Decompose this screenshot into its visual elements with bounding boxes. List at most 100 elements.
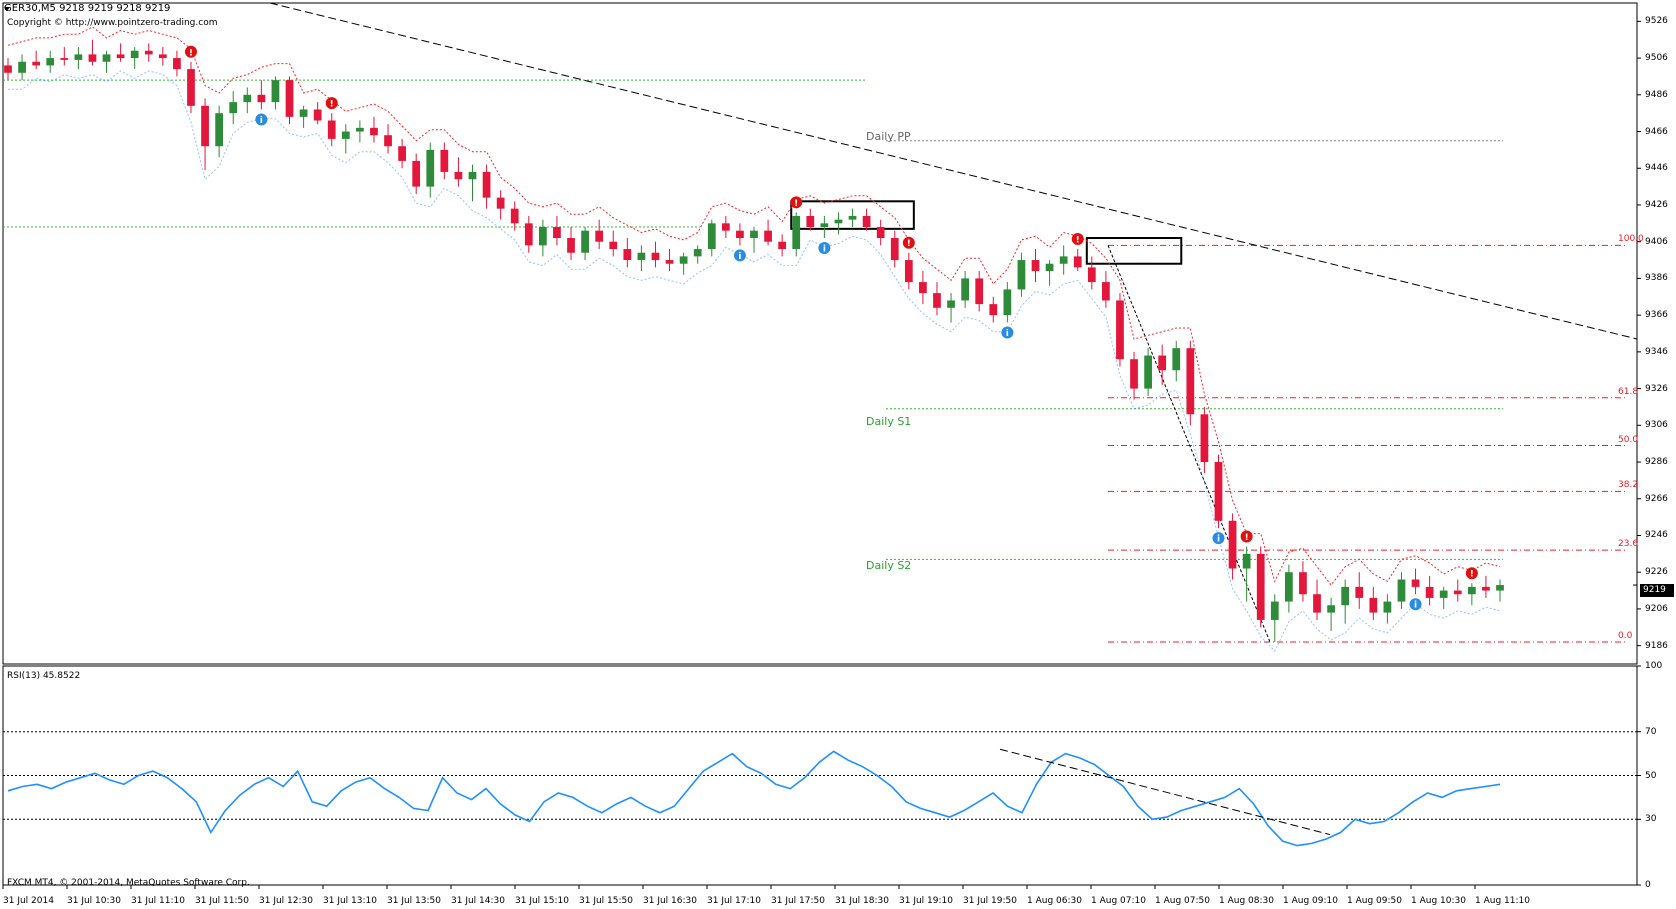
candle-body: [187, 69, 195, 106]
signal-glyph: i: [1217, 535, 1220, 545]
fib-anchor-line: [1107, 245, 1271, 643]
candle-body: [637, 252, 646, 261]
candle-body: [285, 80, 294, 117]
candle-body: [1087, 267, 1096, 283]
candle-body: [609, 241, 618, 250]
candle-body: [4, 65, 12, 73]
candle-body: [1369, 597, 1378, 613]
fib-label: 0.0: [1618, 630, 1633, 641]
candle-body: [18, 61, 26, 73]
time-axis-label: 31 Jul 12:30: [259, 896, 313, 906]
candle-body: [975, 278, 984, 305]
fib-label: 61.8: [1618, 386, 1639, 397]
signal-glyph: !: [330, 100, 334, 110]
signal-glyph: !: [189, 48, 193, 58]
candle-body: [313, 109, 322, 121]
candle-body: [1144, 355, 1152, 389]
buy-signal-icon: [1001, 326, 1014, 339]
candle-body: [370, 127, 378, 136]
daily-s1-label: Daily S1: [866, 415, 912, 428]
time-axis-label: 31 Jul 10:30: [67, 896, 121, 906]
time-axis-label: 1 Aug 11:10: [1475, 896, 1530, 906]
candle-body: [1256, 553, 1265, 620]
candle-body: [454, 171, 463, 180]
signal-glyph: !: [1245, 533, 1249, 543]
buy-signal-icon: [733, 249, 746, 262]
time-axis-label: 31 Jul 13:10: [323, 896, 377, 906]
chart-menu-icon: [4, 7, 10, 11]
candle-body: [834, 219, 843, 224]
candle-body: [384, 135, 392, 147]
copyright-text: Copyright © http://www.pointzero-trading…: [7, 18, 218, 28]
candle-body: [243, 94, 252, 103]
candle-body: [257, 94, 266, 103]
candle-body: [764, 230, 772, 242]
candle-body: [271, 80, 280, 103]
daily-s2-label: Daily S2: [866, 559, 912, 572]
candle-body: [496, 197, 505, 209]
trailing-stop-lower: [8, 70, 1501, 652]
candle-body: [876, 227, 885, 239]
candle-body: [201, 105, 209, 147]
candle-body: [947, 300, 955, 308]
candle-body: [1383, 601, 1392, 613]
candle-body: [1102, 282, 1110, 301]
candle-body: [736, 230, 744, 239]
price-axis-label: 9186: [1645, 640, 1668, 651]
signal-glyph: i: [260, 116, 263, 126]
candle-body: [567, 238, 575, 253]
candle-body: [1313, 594, 1321, 613]
time-axis-label: 1 Aug 07:10: [1091, 896, 1146, 906]
candle-body: [116, 54, 125, 59]
candle-body: [595, 230, 604, 242]
candle-body: [1467, 586, 1476, 595]
candle-body: [651, 252, 660, 261]
rsi-trendline: [999, 748, 1331, 836]
time-axis-label: 31 Jul 19:50: [963, 896, 1017, 906]
candle-body: [792, 215, 801, 250]
rsi-axis-label: 100: [1645, 661, 1663, 671]
time-axis-label: 1 Aug 10:30: [1411, 896, 1466, 906]
signal-glyph: !: [1470, 570, 1474, 580]
candle-body: [933, 293, 941, 308]
candle-body: [299, 109, 308, 117]
candle-body: [581, 230, 589, 253]
candle-body: [1158, 355, 1167, 371]
time-axis-label: 31 Jul 15:10: [515, 896, 569, 906]
candle-body: [468, 171, 477, 180]
candle-body: [665, 260, 674, 264]
sell-signal-icon: [1240, 530, 1253, 543]
candle-body: [848, 215, 857, 220]
candle-body: [1200, 414, 1209, 463]
time-axis-label: 31 Jul 11:10: [131, 896, 185, 906]
price-axis-label: 9366: [1645, 310, 1668, 321]
candle-body: [1270, 601, 1279, 620]
rsi-axis-label: 0: [1645, 880, 1651, 890]
candle-body: [1130, 359, 1138, 389]
candle-body: [341, 131, 350, 139]
candle-body: [1045, 263, 1054, 272]
fib-label: 23.6: [1618, 539, 1639, 550]
candle-body: [919, 282, 927, 294]
time-axis-label: 31 Jul 13:50: [387, 896, 441, 906]
candle-body: [412, 160, 421, 187]
signal-glyph: i: [1414, 601, 1417, 611]
candle-body: [1059, 256, 1068, 264]
time-axis-label: 31 Jul 17:10: [707, 896, 761, 906]
candle-body: [1355, 586, 1364, 598]
signal-glyph: !: [907, 239, 911, 249]
price-axis-label: 9486: [1645, 89, 1668, 100]
candle-body: [327, 120, 336, 139]
price-axis-label: 9346: [1645, 346, 1668, 357]
candle-body: [1172, 348, 1181, 371]
candle-body: [46, 58, 55, 66]
trendline: [269, 2, 1638, 340]
candle-body: [144, 50, 153, 55]
candle-body: [426, 149, 435, 187]
price-axis-label: 9426: [1645, 199, 1668, 210]
candle-body: [1482, 586, 1490, 591]
candle-body: [398, 146, 406, 161]
main-chart-frame: [2, 2, 1638, 665]
symbol-info: GER30,M5 9218 9219 9218 9219: [4, 3, 171, 14]
